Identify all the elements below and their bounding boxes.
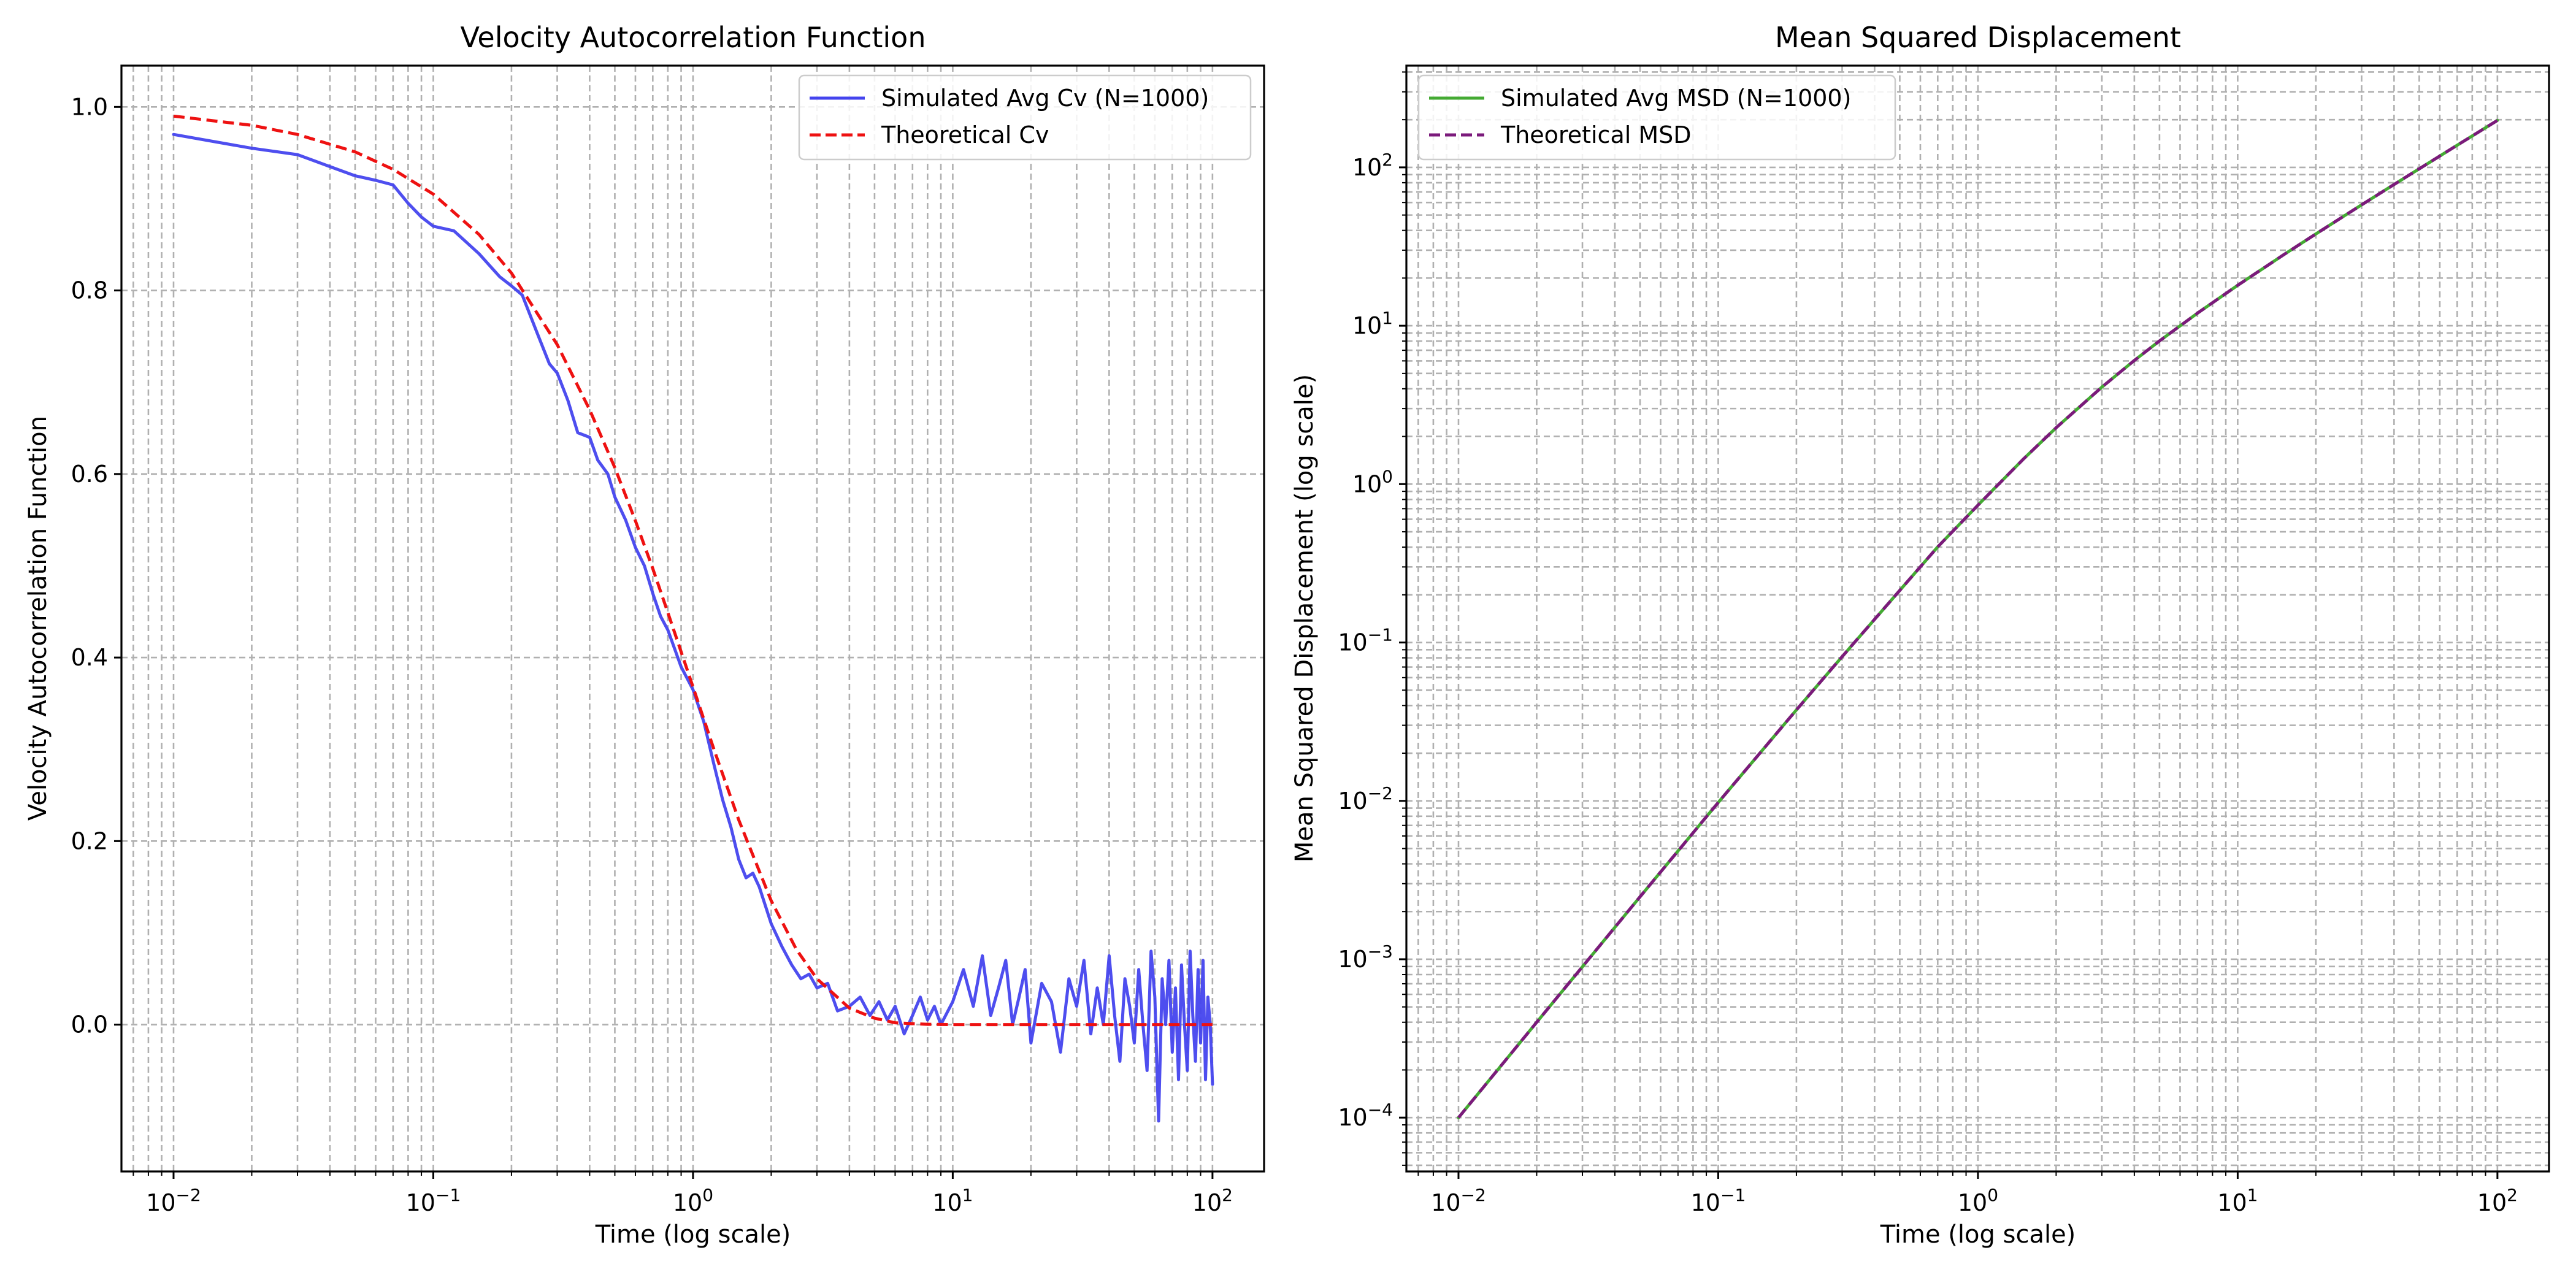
- msd-x-tick-label: 10−1: [1691, 1185, 1746, 1216]
- vacf-x-tick-label: 102: [1192, 1185, 1233, 1216]
- vacf-x-tick-label: 10−2: [146, 1185, 201, 1216]
- msd-series-line-1: [1457, 119, 2499, 1119]
- vacf-gridlines: [121, 66, 1264, 1171]
- msd-y-tick-label: 10−1: [1338, 625, 1393, 656]
- msd-panel: Mean Squared Displacement 10−2 10−1 100 101…: [1290, 21, 2550, 1249]
- vacf-series-layer: [172, 114, 1214, 1123]
- vacf-y-tick-label: 0.8: [71, 277, 108, 304]
- msd-y-axis-label: Mean Squared Displacement (log scale): [1290, 374, 1319, 862]
- vacf-x-tick-label: 100: [673, 1185, 713, 1216]
- msd-y-tick-label: 10−4: [1338, 1100, 1393, 1131]
- vacf-y-axis-label: Velocity Autocorrelation Function: [24, 416, 52, 821]
- msd-y-tick-label: 101: [1352, 308, 1393, 339]
- vacf-y-tick-label: 0.6: [71, 461, 108, 488]
- msd-legend-label-theoretical: Theoretical MSD: [1500, 121, 1692, 148]
- vacf-y-tick-label: 1.0: [71, 93, 108, 120]
- vacf-legend-label-theoretical: Theoretical Cv: [881, 121, 1049, 148]
- vacf-y-tick-label: 0.2: [71, 827, 108, 854]
- msd-legend: Simulated Avg MSD (N=1000) Theoretical M…: [1417, 74, 1896, 161]
- vacf-panel: Velocity Autocorrelation Function 10−2 10…: [24, 21, 1265, 1249]
- vacf-x-tick-label: 101: [932, 1185, 973, 1216]
- msd-legend-label-simulated: Simulated Avg MSD (N=1000): [1501, 85, 1851, 112]
- msd-x-tick-label: 10−2: [1431, 1185, 1486, 1216]
- vacf-title: Velocity Autocorrelation Function: [461, 21, 926, 54]
- msd-y-tick-label: 10−3: [1338, 941, 1393, 973]
- msd-y-tick-label: 100: [1352, 466, 1393, 497]
- msd-series-layer: [1457, 118, 2499, 1119]
- vacf-legend-box: [798, 74, 1252, 161]
- msd-x-tick-label: 102: [2477, 1185, 2518, 1216]
- vacf-legend: Simulated Avg Cv (N=1000) Theoretical Cv: [798, 74, 1252, 161]
- msd-gridlines: [1406, 66, 2549, 1171]
- msd-x-axis-label: Time (log scale): [1880, 1221, 2076, 1249]
- vacf-ticks: 10−2 10−1 100 101 102 0.0 0.2 0.4 0.6 0.8 1.0: [71, 93, 1233, 1216]
- msd-y-tick-label: 10−2: [1338, 783, 1393, 815]
- vacf-series-line-1: [173, 114, 1213, 1027]
- msd-ticks: 10−2 10−1 100 101 102 10−4 10−3 10−2 10−1 100 101 1…: [1338, 71, 2518, 1216]
- msd-legend-box: [1417, 74, 1896, 161]
- vacf-legend-label-simulated: Simulated Avg Cv (N=1000): [881, 85, 1209, 112]
- vacf-y-tick-label: 0.0: [71, 1011, 108, 1038]
- msd-y-tick-label: 102: [1352, 150, 1393, 181]
- vacf-y-tick-label: 0.4: [71, 644, 108, 671]
- vacf-x-axis-label: Time (log scale): [595, 1221, 791, 1249]
- msd-x-tick-label: 100: [1958, 1185, 1998, 1216]
- vacf-x-tick-label: 10−1: [406, 1185, 461, 1216]
- msd-title: Mean Squared Displacement: [1775, 21, 2181, 54]
- msd-x-tick-label: 101: [2217, 1185, 2258, 1216]
